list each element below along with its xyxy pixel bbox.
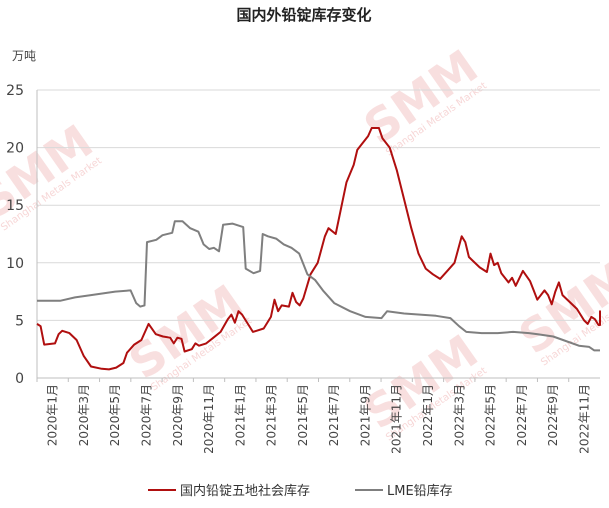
x-tick-16: 2022年9月 xyxy=(546,384,560,446)
x-tick-3: 2020年7月 xyxy=(139,384,153,446)
x-tick-15: 2022年7月 xyxy=(515,384,529,446)
y-axis-unit: 万吨 xyxy=(12,49,36,63)
y-tick-10: 10 xyxy=(6,256,24,272)
x-tick-2: 2020年5月 xyxy=(108,384,122,446)
x-tick-labels: 2020年1月 2020年3月 2020年5月 2020年7月 2020年9月 2020年… xyxy=(36,378,591,454)
x-tick-12: 2022年1月 xyxy=(421,384,435,446)
x-tick-6: 2021年1月 xyxy=(233,384,247,446)
x-tick-10: 2021年9月 xyxy=(358,384,372,446)
x-tick-1: 2020年3月 xyxy=(77,384,91,446)
y-tick-15: 15 xyxy=(6,198,24,214)
legend: 国内铅锭五地社会库存 LME铅库存 xyxy=(148,483,453,499)
series-line-domestic xyxy=(36,127,601,371)
x-tick-17: 2022年11月 xyxy=(577,384,591,454)
gridlines xyxy=(37,89,600,321)
x-tick-8: 2021年5月 xyxy=(296,384,310,446)
x-tick-4: 2020年9月 xyxy=(171,384,185,446)
x-tick-9: 2021年7月 xyxy=(327,384,341,446)
y-tick-5: 5 xyxy=(15,313,24,329)
y-tick-25: 25 xyxy=(6,83,24,99)
series-line-lme xyxy=(37,220,600,352)
x-tick-5: 2020年11月 xyxy=(202,384,216,454)
legend-label-domestic: 国内铅锭五地社会库存 xyxy=(180,483,310,499)
x-tick-13: 2022年3月 xyxy=(452,384,466,446)
x-tick-7: 2021年3月 xyxy=(265,384,279,446)
x-tick-0: 2020年1月 xyxy=(46,384,60,446)
legend-label-lme: LME铅库存 xyxy=(387,483,453,499)
y-tick-0: 0 xyxy=(15,371,24,387)
series-lines xyxy=(36,127,601,371)
axes xyxy=(36,90,600,379)
x-tick-11: 2021年11月 xyxy=(390,384,404,454)
y-tick-20: 20 xyxy=(6,141,24,157)
x-tick-14: 2022年5月 xyxy=(484,384,498,446)
chart-title: 国内外铅锭库存变化 xyxy=(236,6,371,24)
y-tick-labels: 0 5 10 15 20 25 xyxy=(6,83,24,387)
